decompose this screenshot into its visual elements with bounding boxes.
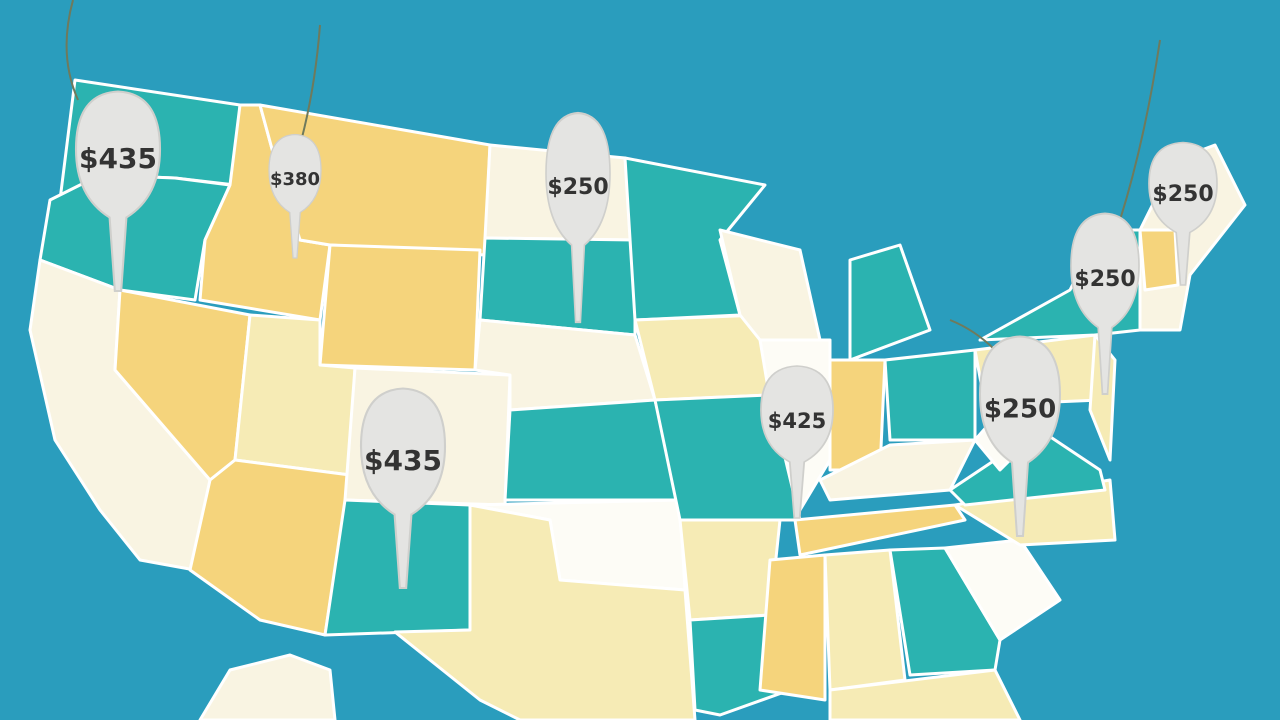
tag-string bbox=[949, 319, 996, 351]
tag-label: $250 bbox=[1152, 182, 1213, 207]
state bbox=[393, 503, 697, 720]
state bbox=[943, 538, 1062, 642]
tag-string bbox=[65, 0, 79, 101]
tag-label: $250 bbox=[984, 395, 1056, 425]
price-tag: $380 bbox=[268, 24, 322, 259]
state bbox=[1138, 228, 1180, 292]
tag-string bbox=[1119, 39, 1161, 221]
state bbox=[503, 398, 682, 502]
price-tag: $425 bbox=[760, 365, 834, 519]
tag-label: $250 bbox=[547, 175, 608, 200]
state bbox=[818, 438, 977, 502]
tag-label: $435 bbox=[79, 142, 157, 175]
state bbox=[478, 236, 637, 337]
state bbox=[888, 546, 1002, 677]
alaska bbox=[198, 653, 337, 720]
tag-label: $425 bbox=[768, 409, 826, 433]
price-tags: $435 $380 $250 $250 $250 $425 $435 bbox=[65, 0, 1218, 590]
price-tag: $435 bbox=[65, 0, 162, 293]
tag-label: $435 bbox=[364, 444, 442, 477]
state bbox=[883, 348, 977, 442]
tag-label: $250 bbox=[1074, 267, 1135, 292]
price-tag: $250 bbox=[1148, 141, 1218, 286]
state bbox=[848, 243, 932, 362]
state bbox=[758, 553, 827, 702]
price-tag: $250 bbox=[544, 111, 612, 324]
state bbox=[678, 518, 782, 622]
tag-string bbox=[299, 24, 321, 146]
state bbox=[828, 668, 1022, 720]
state bbox=[318, 243, 482, 372]
tag-label: $380 bbox=[270, 169, 320, 190]
price-tag: $250 bbox=[1070, 39, 1161, 395]
price-tag: $250 bbox=[949, 319, 1062, 538]
state bbox=[793, 503, 967, 557]
price-tag: $435 bbox=[359, 387, 447, 590]
